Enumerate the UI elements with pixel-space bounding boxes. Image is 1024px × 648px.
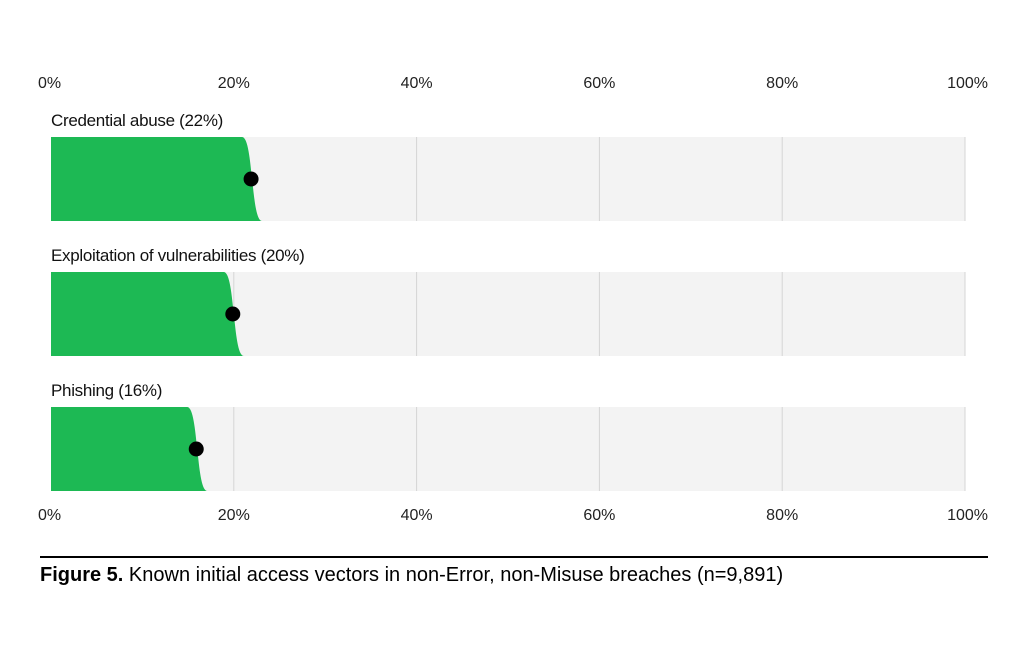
category-label: Phishing (16%)	[51, 381, 162, 400]
bar	[51, 407, 208, 491]
bar	[51, 272, 244, 356]
bottom-tick-label: 100%	[947, 507, 988, 524]
bar	[51, 137, 263, 221]
top-tick-label: 80%	[766, 75, 798, 92]
top-axis: 0% 20% 40% 60% 80% 100%	[38, 75, 988, 92]
bar-row: Credential abuse (22%)	[51, 111, 966, 221]
category-label: Exploitation of vulnerabilities (20%)	[51, 246, 304, 265]
bar-row: Phishing (16%)	[51, 381, 966, 491]
bottom-tick-label: 20%	[218, 507, 250, 524]
bottom-tick-label: 40%	[401, 507, 433, 524]
top-tick-label: 100%	[947, 75, 988, 92]
bottom-axis: 0% 20% 40% 60% 80% 100%	[38, 507, 988, 524]
chart-rows: Credential abuse (22%) Exploitation of vu…	[51, 111, 966, 491]
bottom-tick-label: 0%	[38, 507, 61, 524]
top-tick-label: 40%	[401, 75, 433, 92]
caption-text: Known initial access vectors in non-Erro…	[128, 564, 784, 586]
bottom-tick-label: 80%	[766, 507, 798, 524]
bottom-tick-label: 60%	[583, 507, 615, 524]
value-point	[188, 441, 204, 457]
top-tick-label: 60%	[583, 75, 615, 92]
top-tick-label: 0%	[38, 75, 61, 92]
caption-label: Figure 5.	[40, 564, 124, 586]
bar-row: Exploitation of vulnerabilities (20%)	[51, 246, 966, 356]
figure-caption: Figure 5. Known initial access vectors i…	[40, 564, 783, 587]
value-point	[225, 306, 241, 322]
category-label: Credential abuse (22%)	[51, 111, 223, 130]
bar-chart: 0% 20% 40% 60% 80% 100% Credential abuse (22%…	[38, 75, 988, 524]
top-tick-label: 20%	[218, 75, 250, 92]
value-point	[243, 171, 259, 187]
caption-rule	[40, 556, 988, 558]
